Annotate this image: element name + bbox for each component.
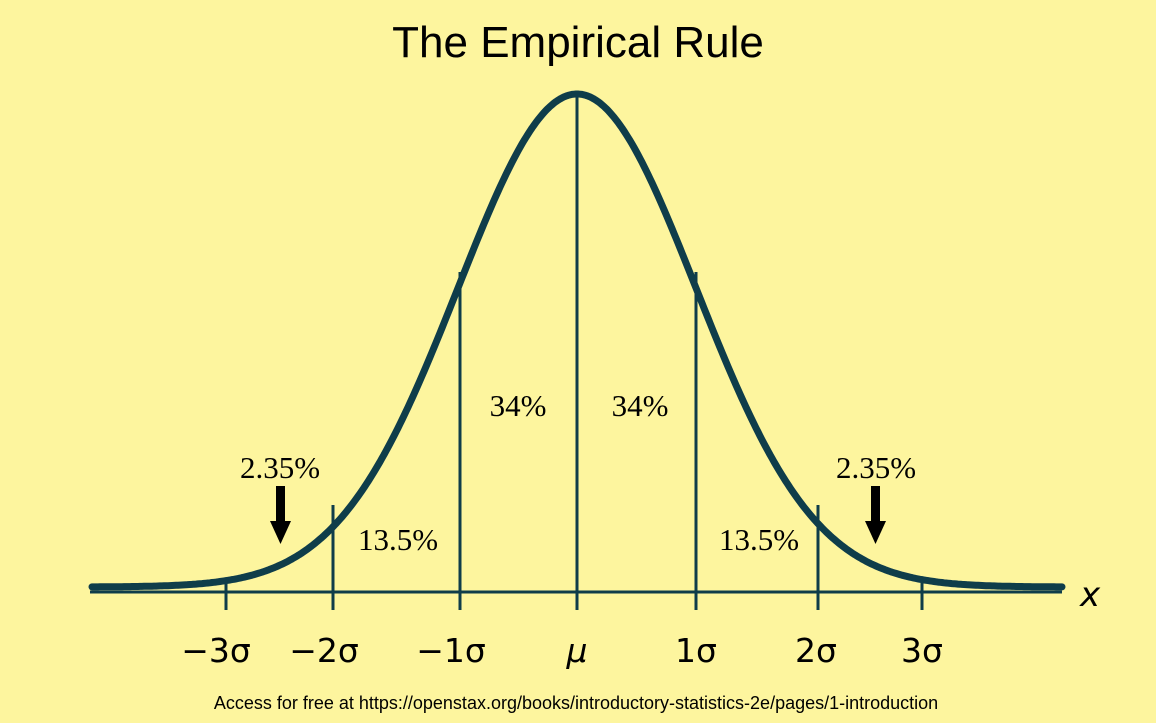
source-footer: Access for free at https://openstax.org/… [214,693,938,713]
region-label-left-tail: 2.35% [240,450,320,485]
arrow-down-icon [270,486,291,544]
tick-label-minus-1sigma: −1σ [416,631,486,670]
region-label-right: 13.5% [719,522,799,557]
region-labels: 2.35% 13.5% 34% 34% 13.5% 2.35% [240,388,916,557]
tick-label-minus-2sigma: −2σ [289,631,359,670]
curve-group [88,90,1066,610]
bell-curve [88,90,1066,591]
tick-labels: −3σ −2σ −1σ μ 1σ 2σ 3σ [181,631,943,670]
region-label-left: 13.5% [358,522,438,557]
region-label-left-center: 34% [490,388,547,423]
pointer-arrows [270,486,886,544]
tick-label-plus-1sigma: 1σ [675,631,717,670]
region-label-right-tail: 2.35% [836,450,916,485]
diagram-title: The Empirical Rule [392,18,764,67]
tick-label-plus-2sigma: 2σ [795,631,837,670]
tick-label-minus-3sigma: −3σ [181,631,251,670]
axis-variable-label: x [1079,575,1101,615]
arrow-down-icon [865,486,886,544]
tick-label-plus-3sigma: 3σ [901,631,943,670]
tick-label-mean: μ [566,631,588,670]
region-label-right-center: 34% [612,388,669,423]
